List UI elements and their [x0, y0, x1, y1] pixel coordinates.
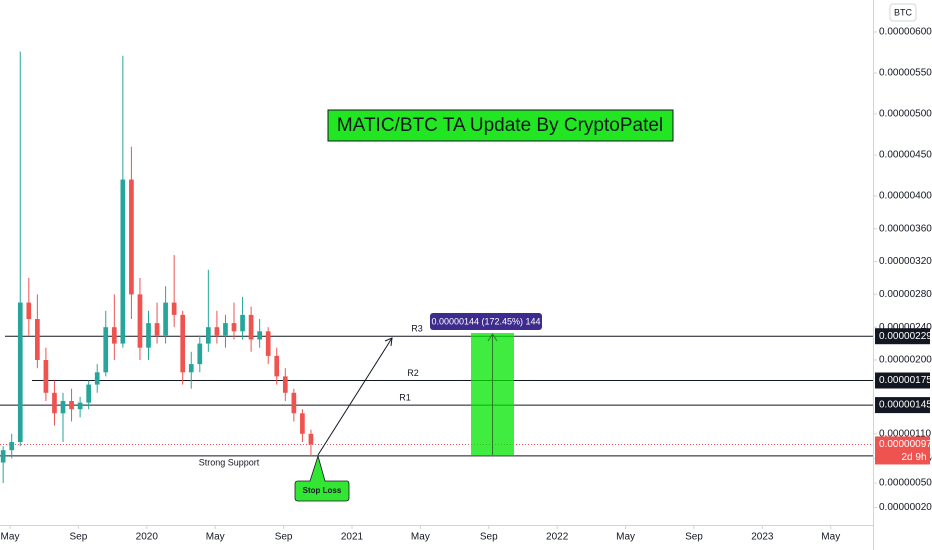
last-price-label: 0.00000097	[879, 439, 932, 450]
countdown-label: 2d 9h	[901, 452, 926, 463]
x-tick-label: Sep	[685, 532, 703, 543]
candle-body	[257, 331, 263, 340]
candle-body	[52, 392, 57, 414]
y-tick-label: 0.00000020	[879, 502, 932, 513]
price-axis: 0.00000600 0.00000550 0.00000500 0.00000450…	[1, 27, 932, 543]
candle-body	[274, 355, 280, 377]
level-price-box	[875, 372, 930, 389]
candles	[0, 51, 314, 483]
candle-body	[120, 179, 126, 344]
currency-box	[889, 3, 917, 22]
candle-body	[146, 323, 151, 348]
candle-body	[231, 323, 237, 332]
candle-body	[154, 323, 160, 336]
candle-body	[43, 359, 49, 393]
y-tick-label: 0.00000110	[879, 428, 932, 439]
y-tick-label: 0.00000450	[879, 150, 932, 161]
candle-body	[129, 179, 134, 295]
candle-body	[69, 400, 74, 410]
title-box	[327, 109, 674, 142]
candle-body	[17, 302, 23, 442]
candle-body	[214, 327, 220, 336]
candle-body	[163, 302, 168, 336]
last-price-box	[875, 436, 930, 465]
candle-body	[137, 294, 143, 348]
candle-body	[86, 384, 92, 403]
projection-arrow	[317, 337, 393, 456]
level-price-label: 0.00000145	[879, 400, 932, 411]
level-price-label: 0.00000175	[879, 375, 932, 386]
candle-body	[265, 331, 271, 356]
candle-body	[291, 392, 297, 414]
x-tick-label: Sep	[275, 532, 293, 543]
level-price-box	[875, 328, 930, 345]
measure-label: 0.00000144 (172.45%) 144	[431, 316, 540, 326]
candle-body	[308, 433, 314, 445]
x-tick-label: 2023	[751, 532, 774, 543]
overlay: 0.00000144 (172.45%) 144 Stop Loss MATIC…	[294, 3, 917, 502]
x-tick-label: May	[821, 532, 840, 543]
x-tick-label: Sep	[70, 532, 88, 543]
y-tick-label: 0.00000320	[879, 256, 932, 267]
level-name: R2	[407, 368, 419, 378]
candle-body	[197, 343, 203, 365]
level-name: R3	[411, 324, 423, 334]
x-tick-label: May	[616, 532, 635, 543]
y-tick-label: 0.00000200	[879, 355, 932, 366]
candle-body	[171, 302, 177, 315]
candle-body	[111, 327, 117, 344]
level-name: R1	[399, 392, 411, 402]
candle-body	[0, 450, 6, 463]
candle-body	[188, 364, 194, 373]
x-tick-label: May	[206, 532, 225, 543]
candle-body	[240, 314, 245, 332]
x-tick-label: 2021	[341, 532, 364, 543]
stop-loss-label: Stop Loss	[303, 486, 342, 495]
stop-loss-callout	[294, 454, 350, 502]
y-tick-label: 0.00000500	[879, 109, 932, 120]
x-tick-label: May	[1, 532, 20, 543]
candle-body	[300, 413, 305, 434]
candle-body	[60, 400, 66, 414]
candle-body	[94, 372, 100, 385]
level-name: Strong Support	[199, 457, 260, 467]
y-tick-label: 0.00000240	[879, 322, 932, 333]
candle-body	[77, 402, 83, 410]
measure-label-box	[430, 313, 542, 330]
y-tick-label: 0.00000600	[879, 27, 932, 38]
x-tick-label: Sep	[480, 532, 498, 543]
candle-body	[103, 327, 109, 373]
x-tick-label: 2022	[546, 532, 569, 543]
level-price-label: 0.00000229	[879, 331, 932, 342]
candle-body	[223, 323, 228, 336]
projection-arrow-head	[384, 337, 393, 347]
candle-body	[248, 314, 254, 340]
target-arrow-head	[487, 333, 498, 342]
x-tick-label: 2020	[136, 532, 159, 543]
y-tick-label: 0.00000550	[879, 68, 932, 79]
candle-body	[35, 318, 40, 360]
chart-title: MATIC/BTC TA Update By CryptoPatel	[337, 115, 663, 136]
y-tick-label: 0.00000400	[879, 191, 932, 202]
y-tick-label: 0.00000280	[879, 289, 932, 300]
y-tick-label: 0.00000360	[879, 223, 932, 234]
candle-body	[180, 314, 186, 373]
level-price-box	[875, 397, 930, 414]
x-tick-label: May	[411, 532, 430, 543]
candle-body	[26, 302, 32, 319]
candle-body	[9, 441, 15, 451]
candle-body	[206, 327, 211, 344]
candle-body	[282, 376, 288, 393]
currency-label: BTC	[894, 7, 913, 17]
y-tick-label: 0.00000050	[879, 478, 932, 489]
